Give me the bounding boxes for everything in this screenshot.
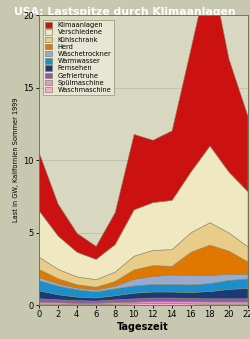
Text: USA: Lastspitze durch Klimaanlagen: USA: Lastspitze durch Klimaanlagen	[14, 7, 236, 17]
Legend: Klimaanlagen, Verschiedene, Kühlschrank, Herd, Wäschetrockner, Warmwasser, Ferns: Klimaanlagen, Verschiedene, Kühlschrank,…	[42, 20, 114, 95]
Y-axis label: Last in GW, Kalifornien Sommer 1999: Last in GW, Kalifornien Sommer 1999	[13, 98, 19, 222]
X-axis label: Tageszeit: Tageszeit	[117, 322, 169, 332]
